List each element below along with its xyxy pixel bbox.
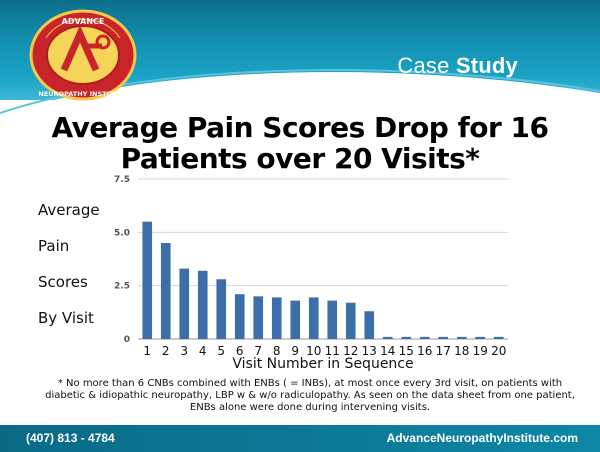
- x-tick-label: 13: [362, 344, 377, 358]
- x-tick-label: 16: [417, 344, 432, 358]
- bar-visit-9: [290, 300, 301, 339]
- x-tick-label: 6: [236, 344, 244, 358]
- y-tick-label: 5.0: [114, 228, 130, 238]
- case-label-bold: Study: [455, 53, 518, 78]
- x-tick-label: 15: [399, 344, 414, 358]
- y-tick-label: 2.5: [114, 282, 130, 292]
- bar-visit-19: [475, 336, 486, 339]
- y-tick-label: 0: [124, 335, 130, 345]
- y-tick-label: 7.5: [114, 175, 130, 185]
- bar-chart: 02.55.07.5 1 2 3 4 5 6 7 8 9 10 11 12 13 14 15 16 17 18 19…: [114, 175, 508, 372]
- x-tick-label: 11: [325, 344, 340, 358]
- x-tick-label: 10: [306, 344, 321, 358]
- y-label-line-2: Pain: [38, 237, 70, 255]
- x-tick-label: 7: [254, 344, 262, 358]
- y-label-line-1: Average: [38, 201, 100, 219]
- x-tick-label: 9: [291, 344, 299, 358]
- x-tick-label: 5: [217, 344, 225, 358]
- bar-visit-7: [253, 296, 264, 339]
- x-tick-label: 3: [180, 344, 188, 358]
- y-label-line-3: Scores: [38, 273, 88, 291]
- x-tick-label: 19: [473, 344, 488, 358]
- footer-bar: (407) 813 - 4784 AdvanceNeuropathyInstit…: [0, 425, 600, 452]
- case-label-light: Case: [397, 53, 450, 78]
- bar-visit-2: [160, 243, 171, 339]
- x-tick-label: 20: [491, 344, 506, 358]
- x-tick-label: 2: [162, 344, 170, 358]
- x-tick-label: 8: [273, 344, 281, 358]
- bar-visit-11: [327, 300, 338, 339]
- bar-visit-16: [419, 336, 430, 339]
- x-tick-label: 1: [143, 344, 151, 358]
- bar-visit-5: [216, 279, 227, 339]
- x-tick-label: 18: [454, 344, 469, 358]
- bar-visit-8: [271, 297, 282, 339]
- x-tick-label: 14: [380, 344, 395, 358]
- institute-logo: ADVANCE NEUROPATHY INSTITUTE: [28, 8, 138, 102]
- website-link[interactable]: AdvanceNeuropathyInstitute.com: [386, 431, 578, 445]
- bar-visit-12: [345, 302, 356, 339]
- phone-number[interactable]: (407) 813 - 4784: [26, 431, 115, 445]
- bar-visit-13: [364, 311, 375, 339]
- bar-visit-18: [456, 336, 467, 339]
- bar-visit-6: [234, 294, 245, 339]
- case-study-label: Case Study: [397, 53, 518, 79]
- x-tick-label: 12: [343, 344, 358, 358]
- bar-visit-3: [179, 268, 190, 339]
- bar-visit-1: [142, 221, 153, 339]
- bar-visit-15: [401, 336, 412, 339]
- x-tick-label: 4: [199, 344, 207, 358]
- bar-visit-14: [382, 336, 393, 339]
- bar-visit-20: [493, 336, 504, 339]
- svg-text:ADVANCE: ADVANCE: [62, 17, 105, 26]
- page-title: Average Pain Scores Drop for 16 Patients…: [51, 111, 549, 175]
- y-label-line-4: By Visit: [38, 309, 94, 327]
- bar-visit-17: [438, 336, 449, 339]
- x-axis-title: Visit Number in Sequence: [232, 356, 413, 372]
- x-tick-label: 17: [436, 344, 451, 358]
- svg-text:NEUROPATHY INSTITUTE: NEUROPATHY INSTITUTE: [38, 90, 127, 98]
- bar-visit-4: [197, 270, 208, 339]
- bar-visit-10: [308, 297, 319, 339]
- footnote: * No more than 6 CNBs combined with ENBs…: [45, 378, 575, 413]
